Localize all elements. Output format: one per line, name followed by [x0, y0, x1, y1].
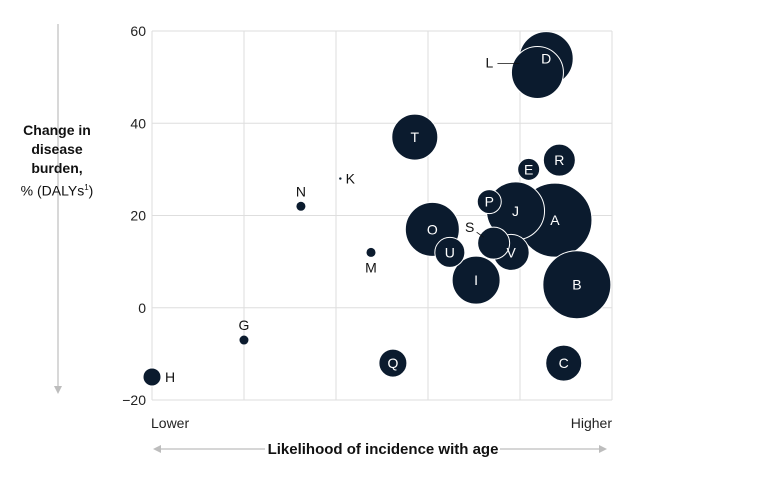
y-tick-label: 40	[130, 115, 146, 131]
bubble-label-p: P	[485, 194, 494, 210]
y-tick-label: −20	[122, 392, 146, 408]
bubble-label-q: Q	[387, 355, 398, 371]
bubble-label-r: R	[554, 152, 564, 168]
y-axis-arrow-head	[54, 386, 62, 394]
y-axis-footnote: 1	[84, 183, 89, 192]
bubble-label-v: V	[506, 244, 516, 260]
bubble-label-d: D	[541, 51, 551, 67]
bubble-label-c: C	[559, 355, 569, 371]
bubble-i	[451, 255, 501, 305]
bubble-k	[339, 177, 342, 180]
y-axis-title-line-1: Change in	[23, 122, 91, 138]
bubble-label-g: G	[239, 317, 250, 333]
x-high-label: Higher	[571, 415, 613, 431]
bubble-q	[378, 348, 408, 378]
bubble-leader-s	[476, 231, 484, 238]
y-tick-labels: 60 40 20 0 −20	[122, 23, 146, 408]
bubble-u	[434, 236, 466, 268]
bubble-label-i: I	[474, 272, 478, 288]
bubble-label-k: K	[346, 171, 356, 187]
y-axis-unit-text: % (DALYs	[20, 182, 85, 199]
bubble-label-o: O	[427, 221, 438, 237]
x-axis-arrow-right-head	[599, 445, 607, 453]
y-axis	[54, 24, 62, 394]
bubble-e	[517, 157, 541, 181]
bubble-p	[476, 189, 502, 215]
bubble-h	[142, 367, 162, 387]
bubble-c	[545, 344, 583, 382]
bubble-label-e: E	[524, 161, 533, 177]
bubble-label-t: T	[411, 129, 420, 145]
y-tick-label: 20	[130, 208, 146, 224]
x-axis: Lower Higher Likelihood of incidence wit…	[151, 415, 612, 458]
bubble-label-j: J	[512, 203, 519, 219]
x-low-label: Lower	[151, 415, 189, 431]
y-tick-label: 0	[138, 300, 146, 316]
bubble-t	[391, 113, 439, 161]
bubble-label-m: M	[365, 259, 377, 275]
y-axis-unit-close: )	[88, 182, 94, 199]
y-tick-label: 60	[130, 23, 146, 39]
bubble-label-a: A	[550, 212, 560, 228]
y-axis-title-line-2: disease	[31, 141, 83, 157]
bubble-r	[542, 143, 576, 177]
y-axis-unit: % (DALYs1)	[14, 178, 100, 201]
y-axis-title: Change in disease burden, % (DALYs1)	[14, 121, 100, 201]
bubble-s	[477, 226, 511, 260]
bubble-n	[296, 201, 306, 211]
bubble-label-n: N	[296, 183, 306, 199]
x-axis-arrow-left-head	[153, 445, 161, 453]
bubble-b	[542, 250, 612, 320]
bubble-label-h: H	[165, 369, 175, 385]
bubble-label-s: S	[465, 219, 474, 235]
bubbles: H G N K M Q T OU I SP V J E L D R A B C	[142, 31, 612, 387]
bubble-label-u: U	[445, 244, 455, 260]
x-axis-title: Likelihood of incidence with age	[268, 441, 499, 458]
bubble-g	[239, 335, 249, 345]
bubble-m	[366, 247, 376, 257]
bubble-l	[510, 46, 564, 100]
y-axis-title-line-3: burden,	[31, 160, 83, 176]
bubble-label-l: L	[486, 55, 494, 71]
bubble-label-b: B	[572, 277, 581, 293]
